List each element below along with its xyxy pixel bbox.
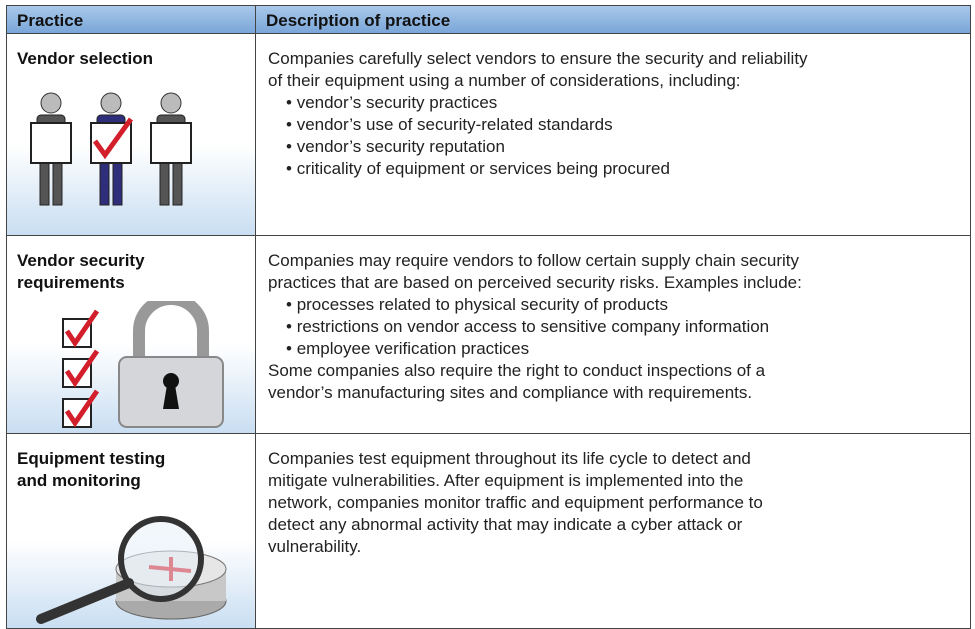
description-line: Some companies also require the right to…	[268, 361, 766, 380]
header-cell: Description of practice	[255, 5, 971, 34]
practice-line: and monitoring	[17, 471, 141, 490]
bullet-item: employee verification practices	[268, 338, 958, 360]
practice-name: Vendor selection	[17, 48, 153, 70]
description-cell: Companies test equipment throughout its …	[255, 433, 971, 629]
practice-line: Vendor selection	[17, 49, 154, 68]
bullet-item: criticality of equipment or services bei…	[268, 158, 958, 180]
bullet-item: restrictions on vendor access to sensiti…	[268, 316, 958, 338]
practice-cell: Vendor selection	[6, 33, 256, 236]
description-line: Companies carefully select vendors to en…	[268, 49, 808, 68]
bullet-item: vendor’s security reputation	[268, 136, 958, 158]
practice-name: Vendor security requirements	[17, 250, 145, 294]
description-line: of their equipment using a number of con…	[268, 71, 741, 90]
vendor-icon	[30, 92, 192, 206]
practice-line: Equipment testing	[17, 449, 166, 468]
bullet-item: vendor’s use of security-related standar…	[268, 114, 958, 136]
header-cell: Practice	[6, 5, 256, 34]
practice-line: Vendor security	[17, 251, 145, 270]
practice-cell: Vendor security requirements	[6, 235, 256, 434]
practice-name: Equipment testing and monitoring	[17, 448, 165, 492]
description-line: vendor’s manufacturing sites and complia…	[268, 383, 753, 402]
practice-cell: Equipment testing and monitoring	[6, 433, 256, 629]
description-cell: Companies may require vendors to follow …	[255, 235, 971, 434]
description-line: mitigate vulnerabilities. After equipmen…	[268, 471, 744, 490]
description-line: detect any abnormal activity that may in…	[268, 515, 743, 534]
bullet-item: processes related to physical security o…	[268, 294, 958, 316]
description-line: Companies test equipment throughout its …	[268, 449, 751, 468]
practice-line: requirements	[17, 273, 125, 292]
description-line: network, companies monitor traffic and e…	[268, 493, 763, 512]
lock-icon	[62, 301, 224, 428]
description-cell: Companies carefully select vendors to en…	[255, 33, 971, 236]
monitor-icon	[36, 516, 227, 624]
description-line: Companies may require vendors to follow …	[268, 251, 800, 270]
description-line: practices that are based on perceived se…	[268, 273, 802, 292]
description-line: vulnerability.	[268, 537, 362, 556]
bullet-item: vendor’s security practices	[268, 92, 958, 114]
